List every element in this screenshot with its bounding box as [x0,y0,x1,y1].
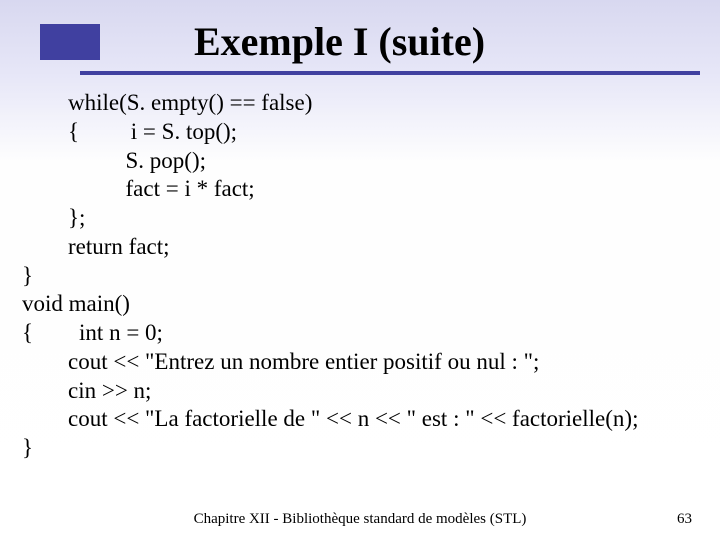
code-line: { int n = 0; [22,320,163,345]
code-line: } [22,435,33,460]
code-line: { i = S. top(); [22,119,237,144]
code-line: cout << "La factorielle de " << n << " e… [22,406,638,431]
code-line: cout << "Entrez un nombre entier positif… [22,349,539,374]
code-line: fact = i * fact; [22,176,255,201]
footer-text: Chapitre XII - Bibliothèque standard de … [0,511,720,528]
code-line: S. pop(); [22,148,206,173]
page-number: 63 [677,511,692,528]
code-line: } [22,263,33,288]
code-line: while(S. empty() == false) [22,90,312,115]
code-line: void main() [22,291,130,316]
code-block: while(S. empty() == false) { i = S. top(… [22,89,720,463]
code-line: return fact; [22,234,170,259]
code-line: }; [22,205,85,230]
title-area: Exemple I (suite) [0,0,720,75]
title-underline [80,71,700,75]
code-line: cin >> n; [22,378,151,403]
slide-title: Exemple I (suite) [194,18,485,65]
accent-bar [40,24,100,60]
